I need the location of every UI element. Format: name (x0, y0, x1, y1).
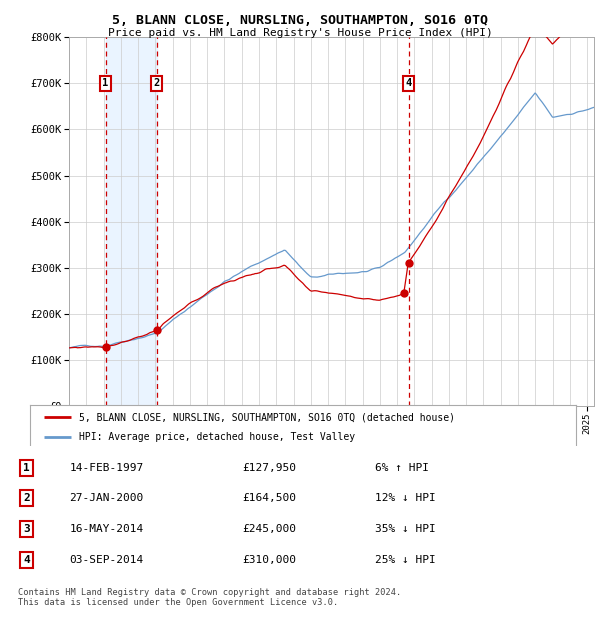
Text: 12% ↓ HPI: 12% ↓ HPI (375, 494, 436, 503)
Text: 3: 3 (23, 524, 30, 534)
Text: 6% ↑ HPI: 6% ↑ HPI (375, 463, 429, 472)
Text: £245,000: £245,000 (242, 524, 296, 534)
Bar (106, 37, 157, 406)
Text: £127,950: £127,950 (242, 463, 296, 472)
Text: HPI: Average price, detached house, Test Valley: HPI: Average price, detached house, Test… (79, 432, 355, 442)
Text: 14-FEB-1997: 14-FEB-1997 (70, 463, 144, 472)
Text: 16-MAY-2014: 16-MAY-2014 (70, 524, 144, 534)
Text: Price paid vs. HM Land Registry's House Price Index (HPI): Price paid vs. HM Land Registry's House … (107, 28, 493, 38)
Text: Contains HM Land Registry data © Crown copyright and database right 2024.
This d: Contains HM Land Registry data © Crown c… (18, 588, 401, 607)
Text: 2: 2 (23, 494, 30, 503)
Text: 5, BLANN CLOSE, NURSLING, SOUTHAMPTON, SO16 0TQ: 5, BLANN CLOSE, NURSLING, SOUTHAMPTON, S… (112, 14, 488, 27)
Text: 1: 1 (23, 463, 30, 472)
Text: 5, BLANN CLOSE, NURSLING, SOUTHAMPTON, SO16 0TQ (detached house): 5, BLANN CLOSE, NURSLING, SOUTHAMPTON, S… (79, 412, 455, 422)
Text: 4: 4 (406, 78, 412, 88)
Text: £310,000: £310,000 (242, 555, 296, 565)
Text: 1: 1 (103, 78, 109, 88)
Text: £164,500: £164,500 (242, 494, 296, 503)
Text: 4: 4 (23, 555, 30, 565)
Text: 2: 2 (154, 78, 160, 88)
Text: 03-SEP-2014: 03-SEP-2014 (70, 555, 144, 565)
Text: 25% ↓ HPI: 25% ↓ HPI (375, 555, 436, 565)
Text: 35% ↓ HPI: 35% ↓ HPI (375, 524, 436, 534)
Text: 27-JAN-2000: 27-JAN-2000 (70, 494, 144, 503)
